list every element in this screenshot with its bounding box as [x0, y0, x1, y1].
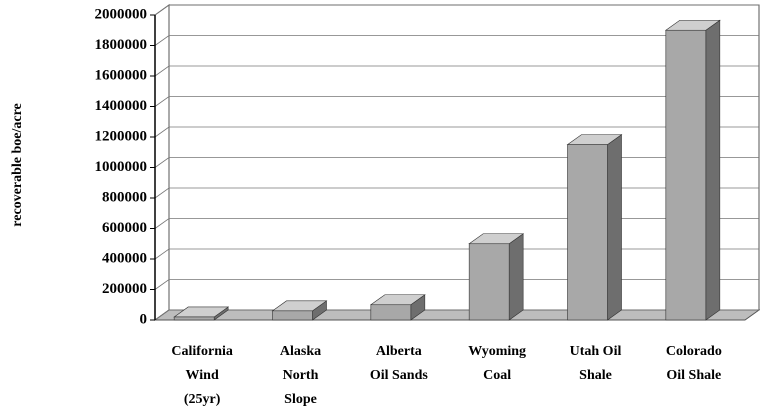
y-tick-label: 800000: [102, 189, 147, 205]
grid-line: [154, 279, 759, 290]
y-tick-label: 1000000: [95, 159, 148, 175]
y-tick-label: 2000000: [95, 6, 148, 22]
bar: [664, 19, 721, 321]
bar-front: [665, 29, 707, 321]
bar-side: [705, 19, 721, 321]
grid-line: [154, 96, 759, 107]
y-axis-label: recoverable boe/acre: [10, 103, 25, 226]
bar-front: [468, 243, 510, 321]
grid-line: [154, 65, 759, 77]
x-tick-label: Wyoming Coal: [468, 344, 527, 383]
grid-line: [154, 157, 759, 168]
bar-front: [173, 316, 215, 321]
x-tick-label: California Wind (25yr): [171, 344, 233, 407]
grid-line: [154, 218, 759, 229]
bar: [173, 306, 230, 321]
y-tick-label: 400000: [102, 250, 147, 266]
bar: [271, 300, 328, 321]
grid-line: [154, 4, 759, 16]
x-tick-label: Colorado Oil Shale: [665, 344, 722, 383]
y-tick-label: 1800000: [95, 37, 148, 53]
bar-front: [567, 144, 608, 321]
grid-line: [154, 309, 759, 321]
x-tick-label: Alberta Oil Sands: [369, 344, 428, 383]
y-tick-label: 0: [140, 311, 148, 327]
bar-side: [508, 233, 524, 321]
x-tick-label: Alaska North Slope: [279, 344, 322, 407]
y-tick-label: 200000: [102, 281, 147, 297]
bar-front: [272, 310, 313, 321]
y-tick-label: 600000: [102, 220, 147, 236]
y-tick-label: 1600000: [95, 67, 148, 83]
y-tick-label: 1200000: [95, 128, 148, 144]
grid-line: [154, 248, 759, 260]
bar: [566, 134, 623, 321]
grid-line: [154, 35, 759, 46]
bar: [369, 294, 426, 321]
bar-front: [370, 304, 412, 321]
grid-line: [154, 126, 759, 138]
y-tick-label: 1400000: [95, 98, 148, 114]
bar: [468, 233, 525, 321]
bar-side: [607, 134, 622, 321]
x-tick-label: Utah Oil Shale: [569, 344, 622, 383]
grid-line: [154, 187, 759, 199]
